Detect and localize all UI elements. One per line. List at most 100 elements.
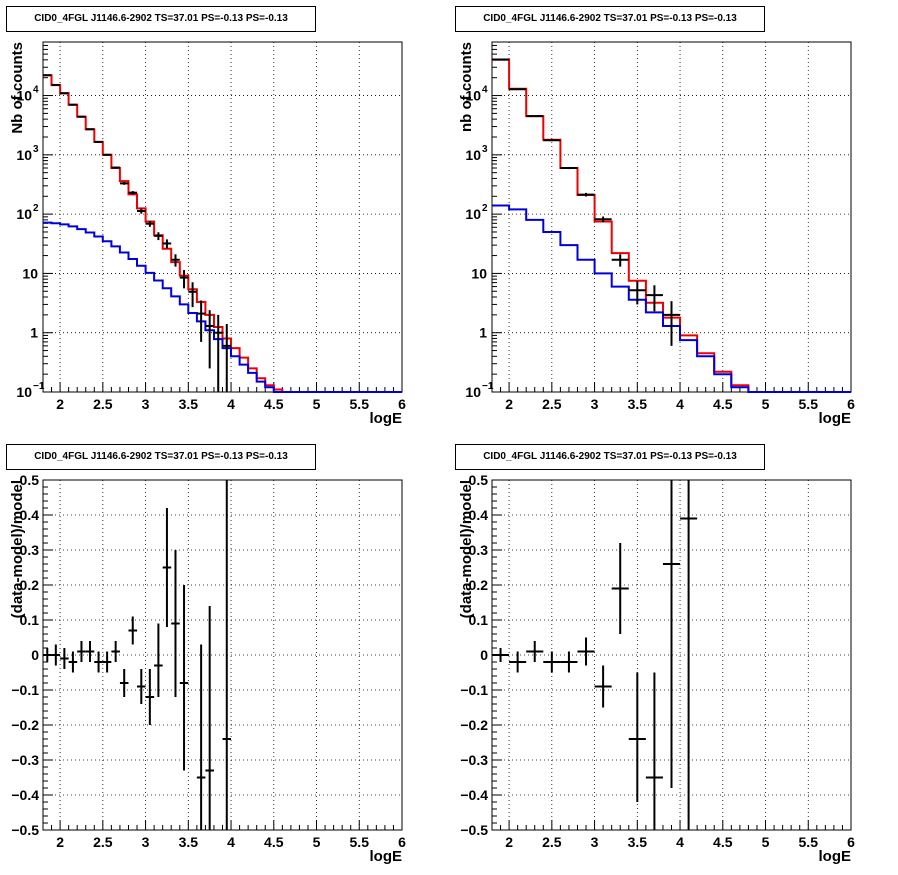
data-point — [560, 651, 578, 673]
data-point — [171, 550, 180, 697]
panel-title: CID0_4FGL J1146.6-2902 TS=37.01 PS=-0.13… — [455, 6, 765, 32]
data-point — [68, 103, 78, 106]
x-tick-label: 3.5 — [628, 834, 648, 850]
data-point — [662, 301, 681, 346]
y-tick-exponent: −1 — [482, 381, 494, 392]
x-axis-title: logE — [819, 848, 852, 865]
y-tick-label: 10 — [22, 265, 38, 281]
y-tick-label: −0.5 — [11, 822, 39, 838]
y-tick-label: 10 — [465, 384, 481, 400]
y-tick-label: −0.3 — [460, 752, 488, 768]
x-tick-label: 5 — [313, 396, 321, 412]
data-point — [492, 648, 510, 662]
y-tick-label: 10 — [465, 147, 481, 163]
x-axis-title: logE — [370, 410, 403, 427]
y-tick-label: 0.1 — [20, 612, 40, 628]
x-tick-label: 2.5 — [93, 396, 113, 412]
data-point — [51, 644, 61, 666]
x-tick-label: 5.5 — [350, 396, 370, 412]
x-tick-label: 2 — [505, 396, 513, 412]
data-point — [137, 208, 146, 214]
data-point — [94, 140, 103, 143]
data-point — [196, 644, 206, 830]
panel-title: CID0_4FGL J1146.6-2902 TS=37.01 PS=-0.13… — [6, 6, 316, 32]
y-tick-label: 0.5 — [20, 472, 40, 488]
x-tick-label: 2.5 — [542, 396, 562, 412]
data-point — [171, 254, 180, 267]
data-point — [577, 192, 595, 197]
data-point — [128, 191, 138, 195]
x-tick-label: 4.5 — [713, 396, 733, 412]
x-tick-label: 4.5 — [264, 834, 284, 850]
y-tick-label: 10 — [16, 384, 32, 400]
data-point — [179, 270, 189, 289]
y-tick-label: 0.2 — [20, 577, 40, 593]
x-tick-label: 4 — [676, 396, 684, 412]
x-tick-label: 3.5 — [179, 834, 199, 850]
data-point — [111, 641, 120, 662]
data-point — [77, 641, 86, 662]
data-point — [526, 641, 544, 662]
data-point — [560, 166, 578, 170]
data-point — [577, 637, 595, 666]
data-point — [526, 115, 544, 118]
y-tick-label: 1 — [30, 325, 38, 341]
x-tick-label: 5.5 — [799, 834, 819, 850]
data-point — [102, 651, 112, 673]
x-tick-label: 2.5 — [542, 834, 562, 850]
data-point — [662, 480, 681, 788]
x-tick-label: 5 — [762, 396, 770, 412]
data-point — [222, 480, 232, 830]
y-tick-label: −0.5 — [460, 822, 488, 838]
y-axis-title: nb of counts — [458, 42, 475, 132]
source-model-histogram — [43, 221, 402, 393]
data-point — [205, 310, 214, 369]
y-tick-label: 0.4 — [469, 507, 489, 523]
data-point — [628, 281, 646, 305]
data-point — [162, 508, 172, 627]
y-tick-exponent: 2 — [482, 203, 488, 214]
data-point — [68, 651, 78, 673]
data-point — [94, 651, 103, 673]
data-point — [77, 115, 86, 118]
x-tick-label: 5 — [313, 834, 321, 850]
counts-panel-fine-bins: 2 2.5 3 3.5 4 4.5 5 5.5 6 10 −1 1 10 10 2 10 3 10 4 logE Nb … — [0, 0, 449, 437]
data-point — [188, 282, 197, 308]
y-tick-label: 0 — [480, 647, 488, 663]
y-axis-title: Nb of counts — [9, 42, 26, 134]
source-model-histogram — [492, 204, 851, 393]
x-tick-label: 3 — [142, 834, 150, 850]
data-point — [594, 216, 612, 223]
y-tick-label: −0.4 — [460, 787, 488, 803]
x-tick-label: 4 — [227, 834, 235, 850]
y-tick-exponent: 2 — [33, 203, 39, 214]
panel-title: CID0_4FGL J1146.6-2902 TS=37.01 PS=-0.13… — [6, 444, 316, 470]
data-point — [205, 606, 214, 830]
data-point — [85, 641, 95, 662]
y-tick-label: −0.2 — [460, 717, 488, 733]
x-tick-label: 6 — [398, 396, 406, 412]
y-tick-label: 1 — [479, 325, 487, 341]
data-point — [162, 239, 172, 249]
x-tick-label: 2 — [505, 834, 513, 850]
y-tick-exponent: 3 — [33, 144, 39, 155]
x-tick-label: 6 — [847, 834, 855, 850]
counts-panel-coarse-bins: 2 2.5 3 3.5 4 4.5 5 5.5 6 10 −1 1 10 10 2 10 3 10 4 logE nb … — [449, 0, 898, 437]
y-tick-label: −0.3 — [11, 752, 39, 768]
data-point — [154, 232, 163, 241]
data-point — [628, 672, 646, 802]
y-tick-label: −0.1 — [11, 682, 39, 698]
data-point — [85, 128, 95, 131]
y-tick-exponent: 4 — [33, 85, 39, 96]
x-tick-label: 2 — [56, 396, 64, 412]
data-point — [543, 651, 561, 673]
x-axis-title: logE — [819, 410, 852, 427]
x-tick-label: 3.5 — [179, 396, 199, 412]
x-tick-label: 2 — [56, 834, 64, 850]
y-tick-label: 0.3 — [469, 542, 489, 558]
plot-frame — [42, 479, 403, 831]
y-tick-label: −0.2 — [11, 717, 39, 733]
data-point — [509, 651, 527, 673]
data-point — [154, 623, 163, 697]
x-tick-label: 5.5 — [799, 396, 819, 412]
